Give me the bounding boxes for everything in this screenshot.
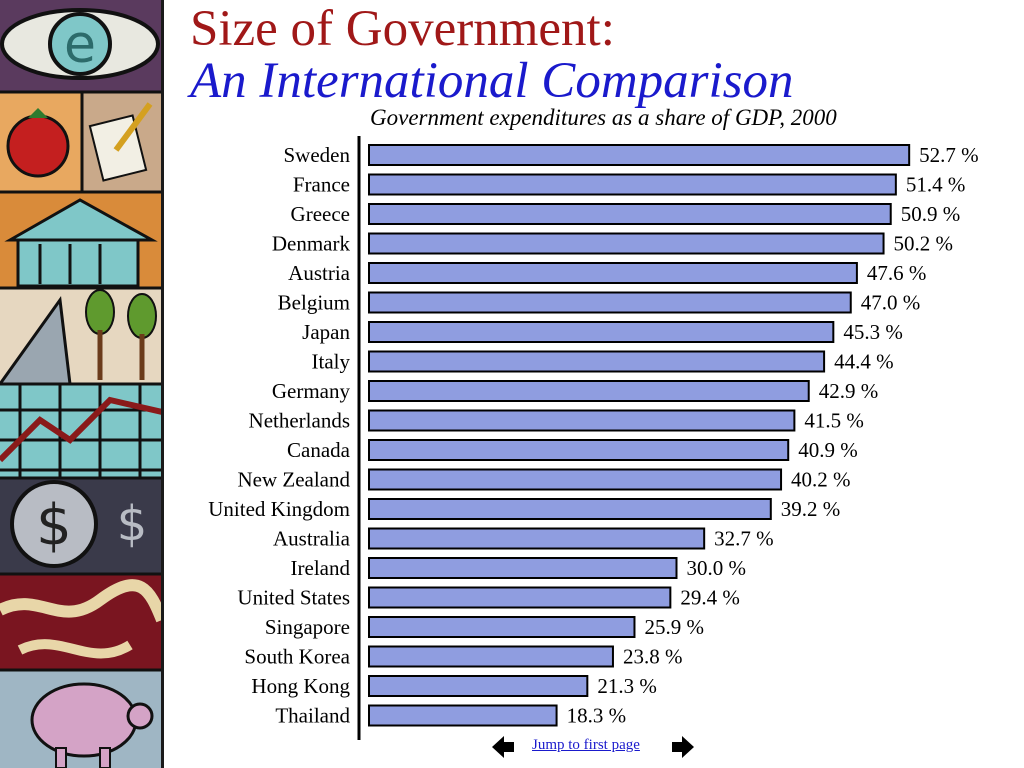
value-label: 18.3 % (567, 704, 627, 728)
svg-text:$: $ (117, 496, 148, 552)
category-label: Ireland (291, 556, 351, 580)
slide-navigation: Jump to first page (490, 734, 700, 760)
value-label: 30.0 % (687, 556, 747, 580)
line-graph-icon (0, 384, 162, 478)
category-label: Greece (291, 202, 350, 226)
bar (368, 439, 790, 461)
value-label: 23.8 % (623, 645, 683, 669)
svg-text:e: e (64, 15, 96, 75)
snake-rope-icon (0, 574, 162, 670)
category-label: United Kingdom (208, 497, 350, 521)
value-label: 29.4 % (680, 586, 740, 610)
bar (368, 291, 852, 314)
category-label: Germany (272, 379, 351, 403)
category-label: Hong Kong (251, 674, 350, 698)
bar (368, 704, 558, 727)
category-label: Singapore (265, 615, 350, 639)
bar (368, 350, 826, 373)
value-label: 51.4 % (906, 173, 966, 197)
document-pen-icon (82, 92, 162, 192)
category-label: Thailand (275, 704, 350, 728)
category-label: Belgium (278, 291, 350, 315)
value-label: 25.9 % (644, 615, 704, 639)
trees-icon (0, 288, 162, 386)
value-label: 40.9 % (798, 438, 858, 462)
category-label: Sweden (284, 143, 351, 167)
bar (368, 645, 614, 668)
bar (368, 409, 796, 432)
decorative-art-strip: e (0, 0, 162, 768)
category-label: Australia (273, 527, 351, 551)
category-label: France (293, 173, 350, 197)
value-label: 47.6 % (867, 261, 927, 285)
category-label: Denmark (272, 232, 351, 256)
bank-building-icon (0, 192, 162, 288)
value-label: 52.7 % (919, 143, 979, 167)
value-label: 45.3 % (843, 320, 903, 344)
value-label: 44.4 % (834, 350, 894, 374)
bar (368, 321, 835, 343)
bar (368, 498, 772, 520)
bar (368, 173, 897, 196)
chart-caption: Government expenditures as a share of GD… (370, 105, 837, 130)
svg-text:$: $ (36, 493, 72, 558)
bar (368, 380, 810, 402)
slide-title-subtitle: An International Comparison (190, 53, 794, 109)
bar (368, 262, 858, 284)
bars-group: Sweden 52.7 % France 51.4 % Greece 50.9 % Denm… (208, 143, 978, 728)
bar (368, 203, 892, 225)
value-label: 32.7 % (714, 527, 774, 551)
bar (368, 232, 885, 255)
strip-divider (161, 0, 164, 768)
value-label: 47.0 % (861, 291, 921, 315)
value-label: 39.2 % (781, 497, 841, 521)
bar (368, 586, 672, 609)
category-label: Netherlands (249, 409, 350, 433)
tomato-icon (0, 92, 82, 192)
category-label: South Korea (244, 645, 350, 669)
dollar-coin-icon: $ $ (0, 478, 162, 574)
value-label: 50.2 % (894, 232, 954, 256)
value-label: 40.2 % (791, 468, 851, 492)
bar (368, 144, 911, 166)
slide-title: Size of Government: (190, 1, 615, 57)
category-label: New Zealand (237, 468, 350, 492)
arrow-right-icon[interactable] (670, 734, 696, 760)
value-label: 41.5 % (804, 409, 864, 433)
bar (368, 527, 706, 550)
category-label: United States (237, 586, 350, 610)
eye-icon: e (0, 0, 162, 92)
category-label: Japan (302, 320, 350, 344)
category-label: Italy (312, 350, 351, 374)
bar (368, 675, 589, 697)
arrow-left-icon[interactable] (490, 734, 516, 760)
jump-to-first-page-link[interactable]: Jump to first page (532, 737, 640, 753)
value-label: 50.9 % (901, 202, 961, 226)
category-label: Austria (288, 261, 351, 285)
value-label: 21.3 % (597, 674, 657, 698)
bar (368, 616, 636, 638)
piggy-bank-icon (0, 670, 162, 768)
category-label: Canada (287, 438, 351, 462)
bar (368, 557, 678, 579)
bar (368, 468, 783, 491)
value-label: 42.9 % (819, 379, 879, 403)
